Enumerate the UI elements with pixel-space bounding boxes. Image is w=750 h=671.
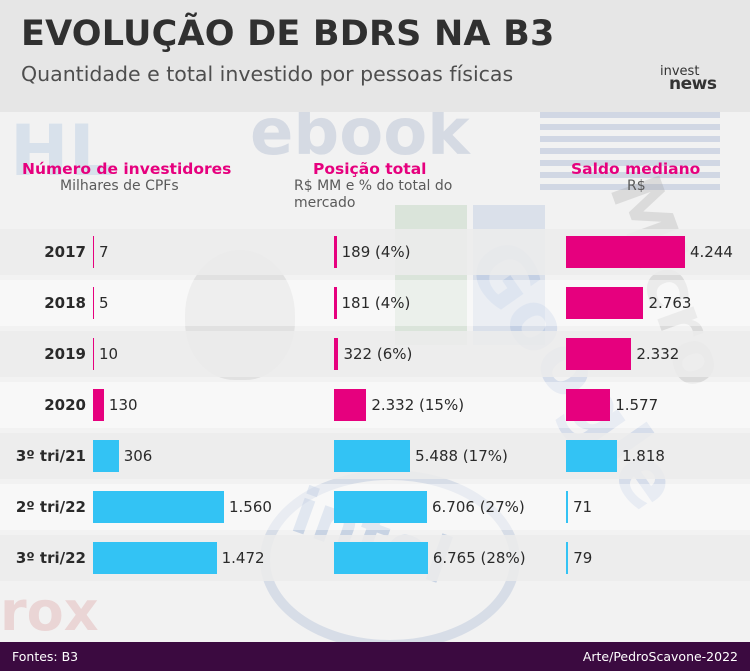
column-header-investors: Número de investidores Milhares de CPFs [22,160,231,195]
bar-position [334,389,367,421]
bar-investors [93,338,94,370]
category-label: 3º tri/22 [15,549,86,567]
series-title-investors: Número de investidores [22,160,232,178]
data-label-investors: 1.560 [229,498,272,516]
bar-median [566,287,644,319]
data-label-position: 181 (4%) [341,294,411,312]
category-label: 2018 [44,294,86,312]
bar-median [566,236,685,268]
bar-median [566,491,568,523]
data-label-investors: 306 [123,447,153,465]
chart-row: 2018 5 181 (4%) 2.763 [0,280,750,326]
bar-median [566,389,611,421]
data-label-median: 1.577 [615,396,659,414]
category-label: 2017 [44,243,86,261]
bar-investors [93,491,224,523]
data-label-position: 6.706 (27%) [432,498,525,516]
bar-median [566,338,632,370]
bar-median [566,440,617,472]
bar-position [334,287,337,319]
bar-position [334,236,337,268]
data-label-median: 2.763 [648,294,692,312]
column-header-median: Saldo mediano R$ [571,160,700,195]
chart-row: 2020 130 2.332 (15%) 1.577 [0,382,750,428]
data-label-median: 71 [572,498,593,516]
bar-position [334,440,411,472]
data-label-position: 5.488 (17%) [415,447,508,465]
data-label-median: 2.332 [636,345,680,363]
series-unit-median: R$ [627,178,646,194]
data-label-position: 322 (6%) [343,345,413,363]
bar-investors [93,287,94,319]
bar-investors [93,236,94,268]
data-label-investors: 1.472 [221,549,265,567]
series-unit-investors: Milhares de CPFs [60,178,179,194]
category-label: 2019 [44,345,86,363]
category-label: 2º tri/22 [15,498,86,516]
column-header-position: Posição total R$ MM e % do total do merc… [294,160,459,212]
series-unit-position: R$ MM e % do total do mercado [294,178,453,211]
series-title-median: Saldo mediano [571,160,701,178]
chart-subtitle: Quantidade e total investido por pessoas… [21,62,514,86]
chart-title: EVOLUÇÃO DE BDRS NA B3 [21,14,555,54]
bar-position [334,491,427,523]
footer-credit: Arte/PedroScavone-2022 [582,649,738,664]
data-label-position: 189 (4%) [341,243,411,261]
investnews-logo: invest news [660,64,732,94]
bar-investors [93,440,119,472]
bar-median [566,542,569,574]
bar-investors [93,542,217,574]
chart-row: 2º tri/22 1.560 6.706 (27%) 71 [0,484,750,530]
chart-row: 3º tri/21 306 5.488 (17%) 1.818 [0,433,750,479]
logo-text-invest: invest [660,64,700,79]
data-label-median: 1.818 [621,447,665,465]
data-label-investors: 10 [99,345,119,363]
logo-text-news: news [669,74,717,94]
bar-position [334,542,428,574]
bar-investors [93,389,104,421]
data-label-median: 4.244 [690,243,733,261]
footer-sources: Fontes: B3 [12,649,79,664]
data-label-investors: 7 [99,243,109,261]
header [0,0,750,112]
chart-row: 2017 7 189 (4%) 4.244 [0,229,750,275]
data-label-position: 6.765 (28%) [432,549,526,567]
chart-row: 2019 10 322 (6%) 2.332 [0,331,750,377]
background-logo-xerox: rox [0,580,99,643]
data-label-median: 79 [573,549,593,567]
chart-row: 3º tri/22 1.472 6.765 (28%) 79 [0,535,750,581]
data-label-investors: 5 [99,294,109,312]
data-label-investors: 130 [108,396,138,414]
bar-position [334,338,339,370]
footer: Fontes: B3 Arte/PedroScavone-2022 [0,642,750,671]
series-title-position: Posição total [313,160,427,178]
category-label: 3º tri/21 [15,447,86,465]
data-label-position: 2.332 (15%) [371,396,465,414]
category-label: 2020 [44,396,86,414]
